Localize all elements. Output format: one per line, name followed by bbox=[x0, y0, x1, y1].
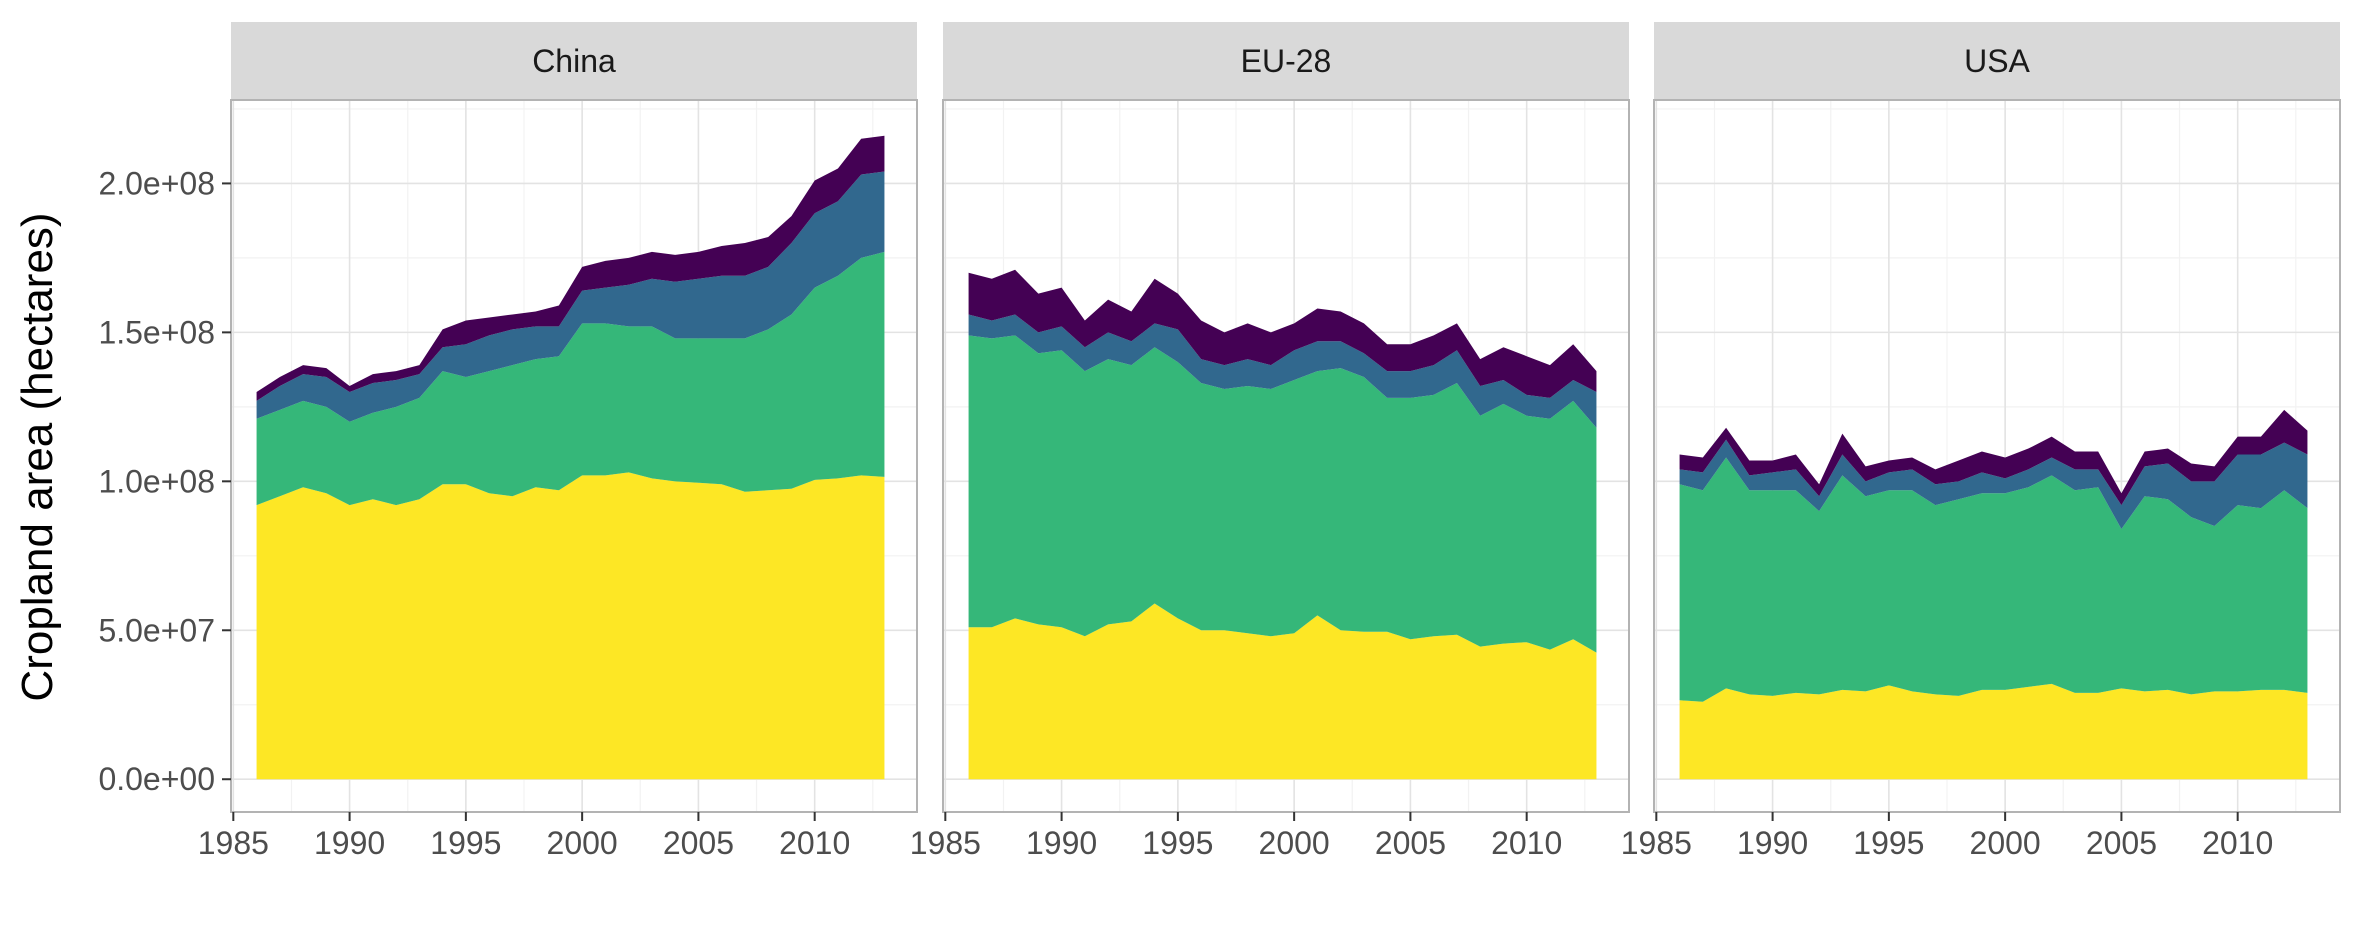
y-tick-label: 1.0e+08 bbox=[98, 463, 215, 499]
x-tick-label: 1985 bbox=[910, 825, 981, 861]
facet-strip-label: China bbox=[532, 43, 616, 79]
x-tick-label: 1990 bbox=[314, 825, 385, 861]
y-axis-title: Cropland area (hectares) bbox=[13, 212, 62, 701]
x-tick-label: 2000 bbox=[547, 825, 618, 861]
area-layer-1 bbox=[968, 603, 1597, 780]
y-tick-label: 5.0e+07 bbox=[98, 612, 215, 648]
area-layer-2 bbox=[968, 335, 1597, 653]
facet-strip bbox=[231, 22, 917, 100]
x-tick-label: 2005 bbox=[1375, 825, 1446, 861]
area-layer-4 bbox=[1679, 409, 2308, 506]
panel-border bbox=[1653, 99, 2341, 813]
y-tick-label: 1.5e+08 bbox=[98, 314, 215, 350]
x-tick-label: 1990 bbox=[1026, 825, 1097, 861]
x-tick-label: 1990 bbox=[1737, 825, 1808, 861]
x-tick-label: 2000 bbox=[1970, 825, 2041, 861]
facet-strip bbox=[1654, 22, 2340, 100]
x-tick-label: 1985 bbox=[198, 825, 269, 861]
y-tick-label: 2.0e+08 bbox=[98, 165, 215, 201]
area-layer-3 bbox=[968, 314, 1597, 428]
area-layer-4 bbox=[256, 135, 885, 401]
area-layer-4 bbox=[968, 269, 1597, 398]
facet-panel-usa: USA 1985 1990 1995 2000 2005 2010 bbox=[1621, 22, 2341, 861]
facet-panel-eu-28: EU-28 1985 1990 1995 2000 2005 2010 bbox=[910, 22, 1630, 861]
area-layer-3 bbox=[1679, 439, 2308, 529]
area-layer-1 bbox=[1679, 683, 2308, 780]
x-tick-label: 1985 bbox=[1621, 825, 1692, 861]
x-tick-label: 2010 bbox=[1491, 825, 1562, 861]
facet-strip-label: USA bbox=[1964, 43, 2030, 79]
area-layer-2 bbox=[256, 251, 885, 506]
facet-panel-china: China 1985 1990 1995 2000 2005 2010 0.0e+00 5.0e… bbox=[98, 22, 918, 861]
x-tick-label: 2010 bbox=[779, 825, 850, 861]
facet-panels: China 1985 1990 1995 2000 2005 2010 0.0e+00 5.0e… bbox=[98, 22, 2341, 861]
x-tick-label: 1995 bbox=[430, 825, 501, 861]
area-layer-1 bbox=[256, 472, 885, 780]
facet-strip-label: EU-28 bbox=[1241, 43, 1332, 79]
x-tick-label: 1995 bbox=[1142, 825, 1213, 861]
area-layer-2 bbox=[1679, 457, 2308, 702]
x-tick-label: 1995 bbox=[1853, 825, 1924, 861]
x-tick-label: 2010 bbox=[2202, 825, 2273, 861]
area-layer-3 bbox=[256, 171, 885, 422]
panel-border bbox=[230, 99, 918, 813]
x-tick-label: 2005 bbox=[2086, 825, 2157, 861]
x-tick-label: 2000 bbox=[1259, 825, 1330, 861]
facet-strip bbox=[943, 22, 1629, 100]
y-tick-label: 0.0e+00 bbox=[98, 761, 215, 797]
panel-border bbox=[942, 99, 1630, 813]
x-tick-label: 2005 bbox=[663, 825, 734, 861]
